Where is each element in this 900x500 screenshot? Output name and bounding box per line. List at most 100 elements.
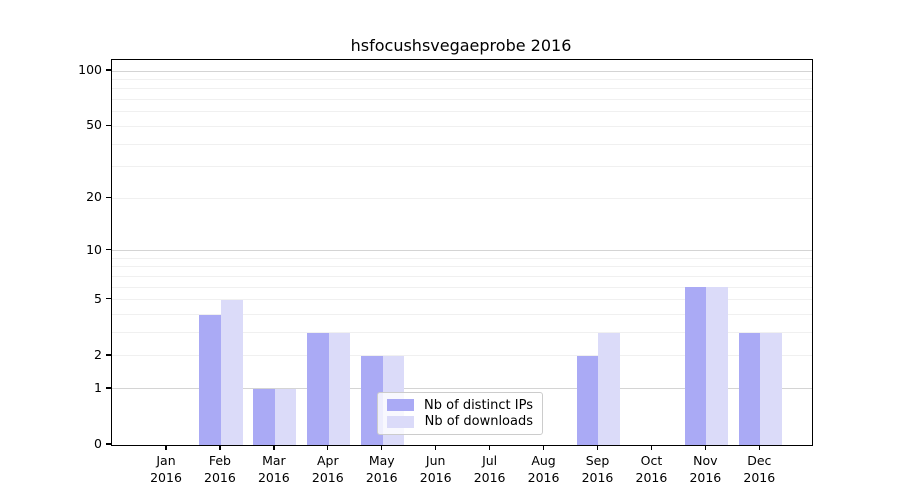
legend-row: Nb of distinct IPs <box>387 397 533 414</box>
x-tick-year: 2016 <box>257 469 290 485</box>
bar-mar-ips <box>253 388 275 445</box>
gridline-minor <box>112 166 812 168</box>
gridline-minor <box>112 197 812 199</box>
x-tick-month: Apr <box>316 453 339 468</box>
x-tick-year: 2016 <box>311 469 344 485</box>
bar-dec-downloads <box>760 332 782 445</box>
y-axis-tick-label: 0 <box>94 436 102 451</box>
x-axis-tick <box>596 445 599 451</box>
y-axis-tick-label: 100 <box>78 62 102 77</box>
x-axis-tick-label: Dec 2016 <box>729 453 789 486</box>
bar-feb-ips <box>199 314 221 445</box>
bar-feb-downloads <box>220 299 243 445</box>
x-axis-tick <box>434 445 437 451</box>
x-tick-year: 2016 <box>365 469 398 485</box>
x-tick-year: 2016 <box>419 469 452 485</box>
y-axis-tick-label: 10 <box>86 241 102 257</box>
x-tick-month: Oct <box>640 453 663 468</box>
legend-label: Nb of distinct IPs <box>424 397 533 413</box>
y-axis-tick-label: 1 <box>94 379 102 395</box>
x-axis-tick-label: Aug 2016 <box>514 453 574 486</box>
x-axis-tick <box>650 445 653 451</box>
gridline-minor <box>112 78 812 80</box>
x-axis-tick-label: Nov 2016 <box>675 453 735 486</box>
x-tick-month: Mar <box>262 453 286 468</box>
chart-title: hsfocushsvegaeprobe 2016 <box>350 36 572 55</box>
y-axis-tick-label: 20 <box>86 189 102 205</box>
x-axis-tick-label: Feb 2016 <box>190 453 250 486</box>
gridline-minor <box>112 257 812 259</box>
x-tick-month: Aug <box>531 453 556 468</box>
gridline-minor <box>112 314 812 316</box>
x-axis-tick-label: Sep 2016 <box>567 453 627 486</box>
y-axis-tick-label: 5 <box>94 290 102 306</box>
x-tick-month: Jan <box>156 453 176 468</box>
y-axis-tick <box>106 196 111 198</box>
x-tick-month: Dec <box>747 453 772 468</box>
legend-row: Nb of downloads <box>387 414 533 431</box>
y-axis-tick-label: 50 <box>86 117 102 133</box>
x-tick-year: 2016 <box>527 469 560 485</box>
x-axis-tick <box>273 445 275 451</box>
x-tick-year: 2016 <box>689 469 722 485</box>
y-axis-tick <box>106 298 111 300</box>
x-tick-month: Jul <box>482 453 498 468</box>
x-tick-month: Feb <box>208 453 231 468</box>
x-axis-tick <box>488 445 491 451</box>
bar-dec-ips <box>738 332 761 445</box>
x-axis-tick-label: Jul 2016 <box>460 453 520 486</box>
gridline-major <box>112 250 812 252</box>
y-axis-tick <box>106 354 111 356</box>
x-axis-tick <box>704 445 707 451</box>
bar-nov-ips <box>684 287 707 445</box>
y-axis-tick <box>106 443 111 445</box>
x-axis-tick-label: May 2016 <box>352 453 412 486</box>
bar-apr-downloads <box>328 332 351 445</box>
x-axis-tick-label: Jan 2016 <box>136 453 196 486</box>
bar-mar-downloads <box>274 388 297 445</box>
x-axis-tick-label: Apr 2016 <box>298 453 358 486</box>
gridline-minor <box>112 99 812 101</box>
legend: Nb of distinct IPs Nb of downloads <box>377 392 543 435</box>
gridline-minor <box>112 111 812 113</box>
gridline-major <box>112 388 812 390</box>
gridline-minor <box>112 266 812 268</box>
bar-sep-downloads <box>598 332 621 445</box>
plot-area <box>111 59 813 446</box>
gridline-minor <box>112 299 812 301</box>
x-axis-tick <box>381 445 383 451</box>
bar-sep-ips <box>576 355 599 445</box>
x-tick-month: Sep <box>585 453 610 468</box>
legend-swatch <box>387 415 414 428</box>
gridline-minor <box>112 355 812 357</box>
gridline-minor <box>112 88 812 90</box>
legend-label: Nb of downloads <box>424 414 533 430</box>
gridline-major <box>112 70 812 72</box>
x-axis-tick <box>327 445 329 451</box>
gridline-minor <box>112 286 812 288</box>
x-tick-year: 2016 <box>204 469 236 485</box>
gridline-minor <box>112 143 812 145</box>
x-tick-year: 2016 <box>150 469 182 485</box>
y-axis-tick-label: 2 <box>94 346 102 362</box>
x-axis-tick <box>758 445 760 451</box>
y-axis-tick <box>106 248 111 251</box>
x-axis-tick <box>219 445 221 451</box>
x-tick-year: 2016 <box>581 469 614 485</box>
y-axis-tick <box>106 124 111 127</box>
gridline-minor <box>112 276 812 277</box>
x-tick-year: 2016 <box>473 469 506 485</box>
x-axis-tick <box>542 445 545 451</box>
y-axis-tick <box>106 69 111 71</box>
x-axis-tick-label: Jun 2016 <box>406 453 466 486</box>
legend-swatch <box>387 399 414 412</box>
gridline-minor <box>112 125 812 127</box>
x-tick-year: 2016 <box>743 469 776 485</box>
y-axis-tick <box>106 387 111 389</box>
x-tick-month: May <box>368 453 395 468</box>
bar-apr-ips <box>307 332 329 445</box>
x-axis-tick-label: Mar 2016 <box>244 453 304 486</box>
gridline-minor <box>112 332 812 334</box>
x-axis-tick-label: Oct 2016 <box>621 453 681 486</box>
